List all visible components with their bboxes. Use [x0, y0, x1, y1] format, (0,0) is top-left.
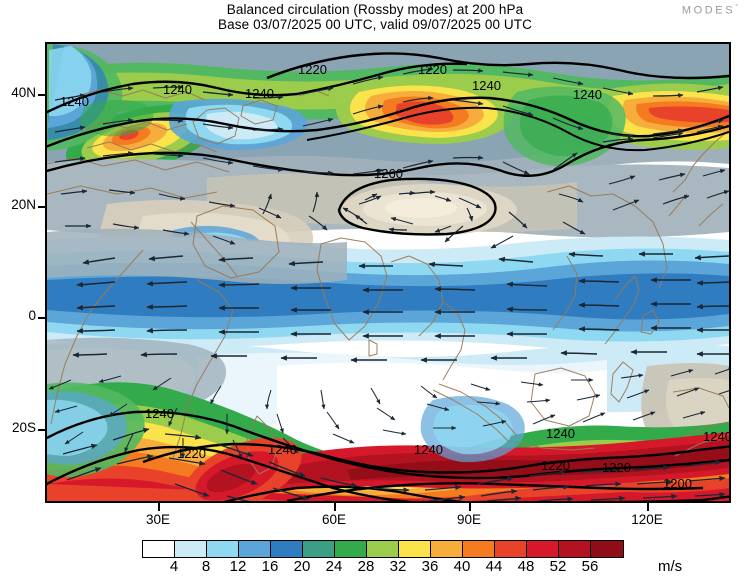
y-axis-tick — [38, 206, 46, 208]
colorbar-tick-label: 24 — [325, 558, 343, 575]
contour-label: 1220 — [602, 460, 631, 475]
colorbar-tick-label: 8 — [201, 558, 211, 575]
y-axis-tick — [38, 429, 46, 431]
contour-label: 1240 — [145, 406, 174, 421]
colorbar-cell — [495, 541, 527, 557]
x-axis-tick — [158, 503, 160, 511]
y-axis-label: 0 — [28, 308, 36, 323]
x-axis-tick — [469, 503, 471, 511]
contour-label: 1240 — [703, 429, 731, 444]
colorbar-tick-label: 28 — [357, 558, 375, 575]
colorbar-tick-label: 32 — [389, 558, 407, 575]
y-axis-tick — [38, 94, 46, 96]
colorbar-tick-label: 52 — [549, 558, 567, 575]
contour-label: 1240 — [472, 78, 501, 93]
logo-mark: ° — [735, 4, 738, 11]
x-axis-label: 120E — [631, 512, 663, 527]
modes-logo: MODES° — [682, 4, 738, 17]
y-axis-label: 40N — [11, 85, 36, 100]
contour-label: 1220 — [177, 446, 206, 461]
contour-label: 1240 — [546, 426, 575, 441]
page-title: Balanced circulation (Rossby modes) at 2… — [226, 2, 524, 17]
x-axis-label: 90E — [456, 512, 482, 527]
colorbar-tick-label: 44 — [485, 558, 503, 575]
y-axis-label: 20N — [11, 197, 36, 212]
contour-label: 1240 — [268, 442, 297, 457]
colorbar-cell — [143, 541, 175, 557]
colorbar-cell — [367, 541, 399, 557]
colorbar-tick-label: 48 — [517, 558, 535, 575]
colorbar-tick-label: 40 — [453, 558, 471, 575]
colorbar-cell — [399, 541, 431, 557]
chart-title-block: Balanced circulation (Rossby modes) at 2… — [0, 2, 750, 32]
map-plot-area: 1240 1240 1240 1220 1220 1240 1240 1260 1240 1220… — [45, 42, 731, 503]
colorbar-cell — [431, 541, 463, 557]
contour-label: 1220 — [298, 62, 327, 77]
y-axis-tick — [38, 317, 46, 319]
contour-label: 1240 — [414, 442, 443, 457]
x-axis-tick — [334, 503, 336, 511]
y-axis-label: 20S — [11, 420, 36, 435]
contour-label: 1240 — [573, 87, 602, 102]
contour-label: 1200 — [663, 476, 692, 491]
chart-subtitle: Base 03/07/2025 00 UTC, valid 09/07/2025… — [218, 17, 532, 32]
colorbar-tick-label: 4 — [169, 558, 179, 575]
colorbar-tick-label: 16 — [261, 558, 279, 575]
colorbar-tick-label: 12 — [229, 558, 247, 575]
x-axis-label: 30E — [145, 512, 171, 527]
logo-text: MODES — [681, 4, 736, 17]
colorbar — [142, 540, 624, 558]
colorbar-tick-label: 36 — [421, 558, 439, 575]
contour-label: 1220 — [418, 62, 447, 77]
colorbar-tick-label: 20 — [293, 558, 311, 575]
colorbar-cell — [207, 541, 239, 557]
colorbar-tick-group: 4 8 12 16 20 24 28 32 36 40 44 48 52 56 — [0, 558, 750, 576]
colorbar-cell — [175, 541, 207, 557]
contour-label: 1240 — [163, 82, 192, 97]
colorbar-cell — [463, 541, 495, 557]
x-axis-tick — [647, 503, 649, 511]
colorbar-tick-label: 56 — [581, 558, 599, 575]
colorbar-unit-label: m/s — [658, 558, 683, 575]
colorbar-cell — [559, 541, 591, 557]
x-axis-label: 60E — [321, 512, 347, 527]
contour-label: 1240 — [60, 94, 89, 109]
contour-label: 1220 — [541, 458, 570, 473]
colorbar-cell — [335, 541, 367, 557]
colorbar-cell — [239, 541, 271, 557]
colorbar-cell — [527, 541, 559, 557]
colorbar-cell — [271, 541, 303, 557]
map-canvas — [47, 44, 729, 501]
contour-label: 1260 — [374, 166, 403, 181]
colorbar-cell — [303, 541, 335, 557]
colorbar-cell — [591, 541, 623, 557]
contour-label: 1240 — [245, 86, 274, 101]
